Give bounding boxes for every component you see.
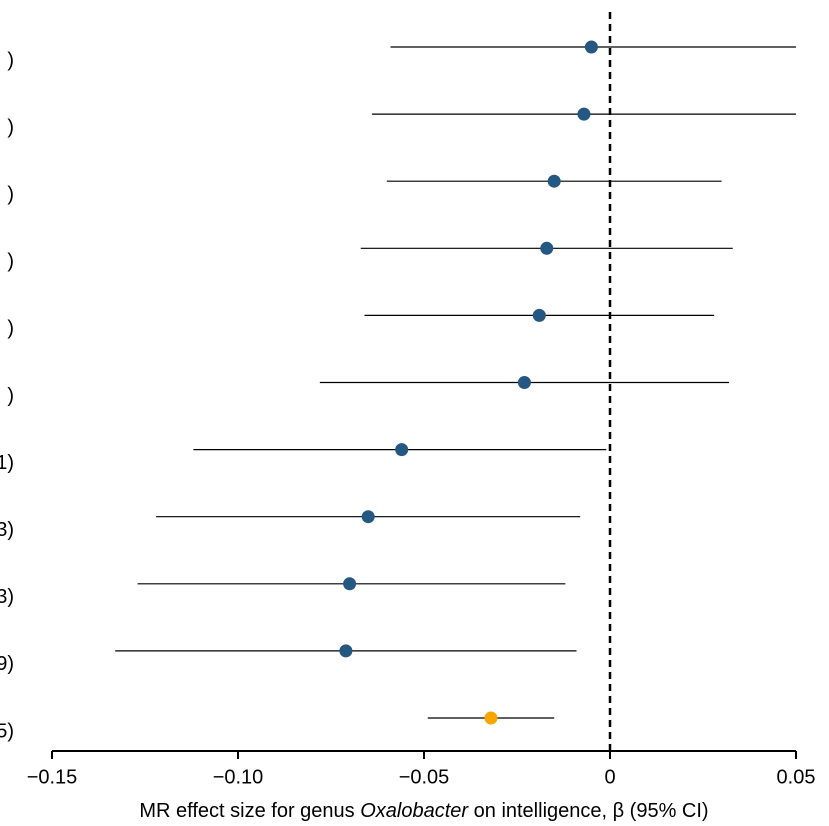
y-tick-label: 5) [0,720,14,742]
y-tick-label: 9) [0,653,14,675]
x-tick-label: −0.15 [27,766,78,788]
point [547,174,561,188]
point [339,644,353,658]
point [361,510,375,524]
x-tick-label: 0 [604,766,615,788]
y-tick-label: ) [7,385,14,407]
x-tick-label: 0.05 [777,766,816,788]
point [584,40,598,54]
y-tick-label: 3) [0,519,14,541]
x-axis-label-part: on intelligence, β (95% CI) [468,800,709,822]
x-axis-label-part: Oxalobacter [360,800,469,822]
x-tick-label: −0.10 [213,766,264,788]
y-tick-label: ) [7,318,14,340]
y-tick-label: ) [7,251,14,273]
point [484,711,498,725]
x-axis-label-part: MR effect size for genus [139,800,360,822]
y-tick-label: 1) [0,452,14,474]
y-tick-label: 3) [0,586,14,608]
x-tick-label: −0.05 [399,766,450,788]
point [395,443,409,457]
y-tick-label: ) [7,116,14,138]
x-axis-label: MR effect size for genus Oxalobacter on … [139,800,708,822]
point [577,107,591,121]
y-tick-label: ) [7,49,14,71]
point [517,376,531,389]
point [343,577,357,591]
y-tick-label: ) [7,183,14,205]
point [540,241,554,255]
point [532,308,546,322]
